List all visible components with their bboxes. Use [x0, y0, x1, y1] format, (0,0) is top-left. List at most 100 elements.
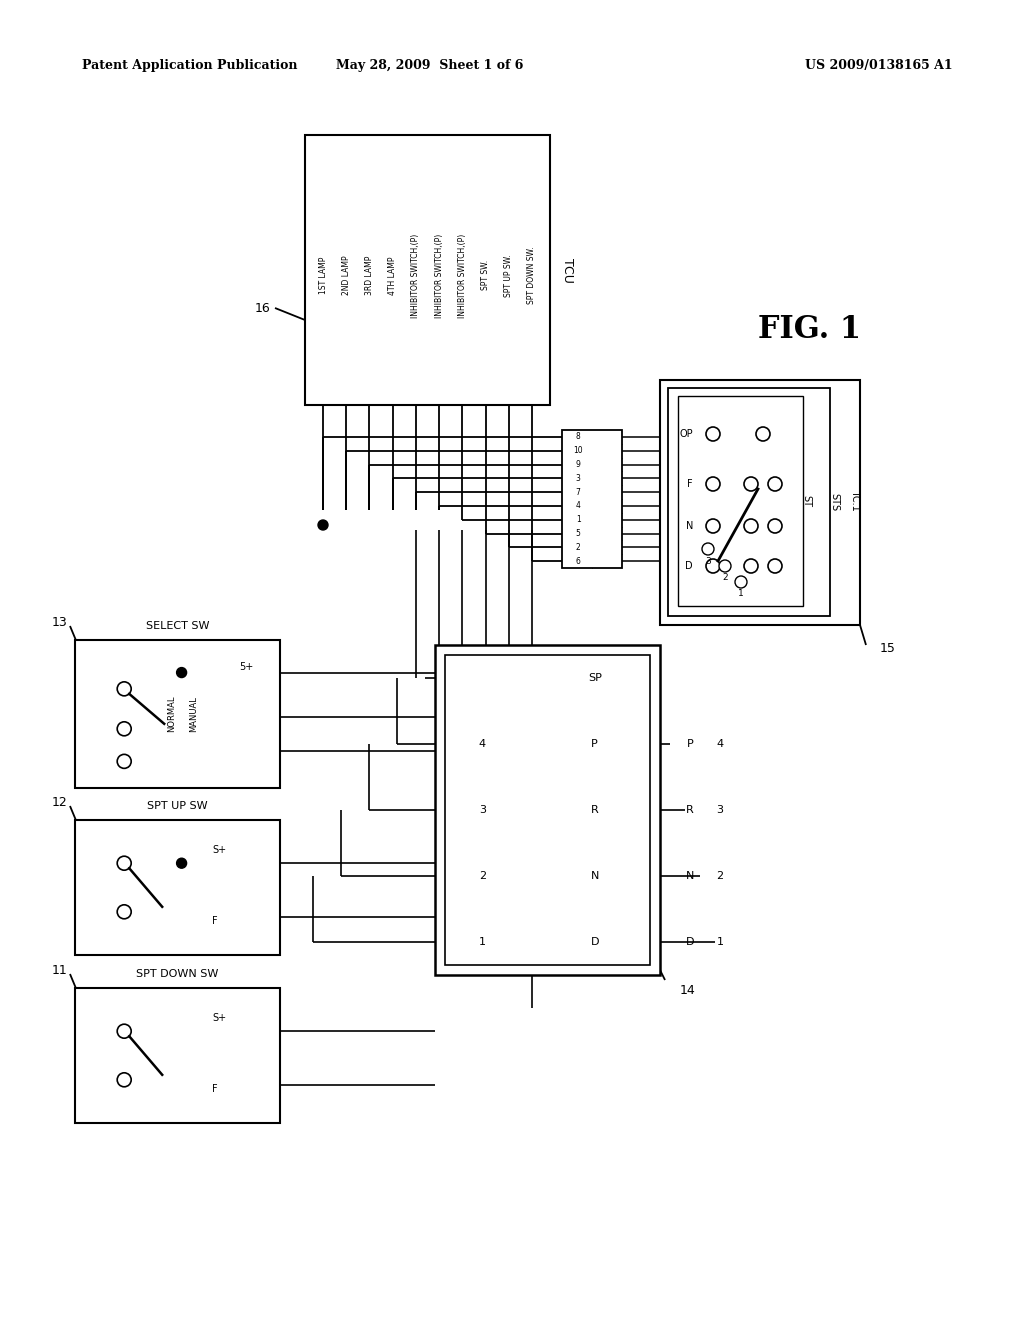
Text: 1: 1	[717, 937, 724, 946]
Text: 2: 2	[722, 573, 728, 582]
Text: IC.1: IC.1	[849, 494, 859, 512]
Text: F: F	[212, 1084, 218, 1094]
Circle shape	[117, 722, 131, 735]
Circle shape	[117, 857, 131, 870]
Circle shape	[117, 754, 131, 768]
Text: 10: 10	[573, 446, 583, 455]
Text: SPT UP SW: SPT UP SW	[147, 801, 208, 810]
Circle shape	[117, 904, 131, 919]
Text: STS: STS	[829, 492, 839, 511]
Circle shape	[719, 560, 731, 572]
Text: 2: 2	[478, 871, 485, 880]
Circle shape	[744, 477, 758, 491]
Text: S+: S+	[212, 845, 226, 855]
Text: 15: 15	[880, 642, 896, 655]
Text: R: R	[686, 805, 694, 814]
Text: 7: 7	[575, 487, 581, 496]
Text: 4: 4	[575, 502, 581, 511]
Text: SPT SW.: SPT SW.	[481, 260, 490, 290]
Text: ST: ST	[801, 495, 811, 507]
Bar	[305, 135, 550, 405]
Text: D: D	[685, 561, 693, 572]
Text: F: F	[687, 479, 693, 488]
Bar	[660, 380, 860, 624]
Text: SP: SP	[588, 673, 602, 682]
Text: N: N	[686, 871, 694, 880]
Text: 1: 1	[479, 937, 485, 946]
Text: R: R	[591, 805, 599, 814]
Text: 2: 2	[575, 543, 581, 552]
Text: 2: 2	[717, 871, 724, 880]
Bar	[75, 640, 280, 788]
Text: P: P	[687, 739, 693, 748]
Text: 4TH LAMP: 4TH LAMP	[388, 256, 397, 294]
Circle shape	[706, 519, 720, 533]
Circle shape	[117, 682, 131, 696]
Text: OP: OP	[679, 429, 693, 440]
Text: TCU: TCU	[561, 257, 574, 282]
Text: 9: 9	[575, 459, 581, 469]
Bar	[562, 430, 622, 568]
Text: S+: S+	[212, 1012, 226, 1023]
Text: D: D	[686, 937, 694, 946]
Text: Patent Application Publication: Patent Application Publication	[82, 59, 297, 73]
Text: P: P	[592, 739, 598, 748]
Text: 3: 3	[575, 474, 581, 483]
Text: D: D	[591, 937, 599, 946]
Text: N: N	[686, 521, 693, 531]
Text: MANUAL: MANUAL	[189, 696, 198, 731]
Circle shape	[735, 576, 746, 587]
Text: F: F	[212, 916, 218, 927]
Circle shape	[117, 1024, 131, 1039]
Circle shape	[117, 1073, 131, 1086]
Text: 8: 8	[575, 433, 581, 441]
Circle shape	[744, 558, 758, 573]
Bar	[435, 645, 660, 975]
Bar	[75, 987, 280, 1123]
Text: 1: 1	[738, 590, 743, 598]
Text: 6: 6	[575, 557, 581, 565]
Text: SELECT SW: SELECT SW	[145, 620, 209, 631]
Text: 5: 5	[575, 529, 581, 539]
Text: 16: 16	[254, 301, 270, 314]
Circle shape	[176, 668, 186, 677]
Circle shape	[176, 858, 186, 869]
Text: 1ST LAMP: 1ST LAMP	[318, 256, 328, 294]
Text: 4: 4	[478, 739, 485, 748]
Text: INHIBITOR SWITCH,(P): INHIBITOR SWITCH,(P)	[434, 234, 443, 318]
Circle shape	[706, 426, 720, 441]
Text: May 28, 2009  Sheet 1 of 6: May 28, 2009 Sheet 1 of 6	[337, 59, 523, 73]
Circle shape	[744, 519, 758, 533]
Circle shape	[768, 477, 782, 491]
Bar	[678, 396, 803, 606]
Text: FIG. 1: FIG. 1	[759, 314, 861, 346]
Text: INHIBITOR SWITCH,(P): INHIBITOR SWITCH,(P)	[458, 234, 467, 318]
Text: INHIBITOR SWITCH,(P): INHIBITOR SWITCH,(P)	[412, 234, 421, 318]
Text: 4: 4	[717, 739, 724, 748]
Circle shape	[706, 558, 720, 573]
Circle shape	[706, 477, 720, 491]
Bar	[75, 820, 280, 954]
Text: 3: 3	[717, 805, 724, 814]
Text: SPT DOWN SW: SPT DOWN SW	[136, 969, 219, 979]
Text: 3RD LAMP: 3RD LAMP	[365, 256, 374, 296]
Text: 1: 1	[575, 515, 581, 524]
Text: 3: 3	[479, 805, 485, 814]
Text: 2ND LAMP: 2ND LAMP	[342, 256, 351, 296]
Text: 13: 13	[51, 615, 67, 628]
Circle shape	[318, 520, 328, 531]
Text: 14: 14	[680, 983, 695, 997]
Circle shape	[702, 543, 714, 554]
Text: SPT DOWN SW.: SPT DOWN SW.	[527, 247, 537, 304]
Text: SPT UP SW.: SPT UP SW.	[504, 253, 513, 297]
Bar	[668, 388, 830, 616]
Text: 11: 11	[51, 964, 67, 977]
Text: N: N	[591, 871, 599, 880]
Circle shape	[768, 519, 782, 533]
Bar	[445, 655, 650, 965]
Text: NORMAL: NORMAL	[167, 696, 176, 733]
Circle shape	[756, 426, 770, 441]
Text: 3: 3	[706, 557, 711, 565]
Text: 5+: 5+	[239, 661, 253, 672]
Text: US 2009/0138165 A1: US 2009/0138165 A1	[805, 59, 952, 73]
